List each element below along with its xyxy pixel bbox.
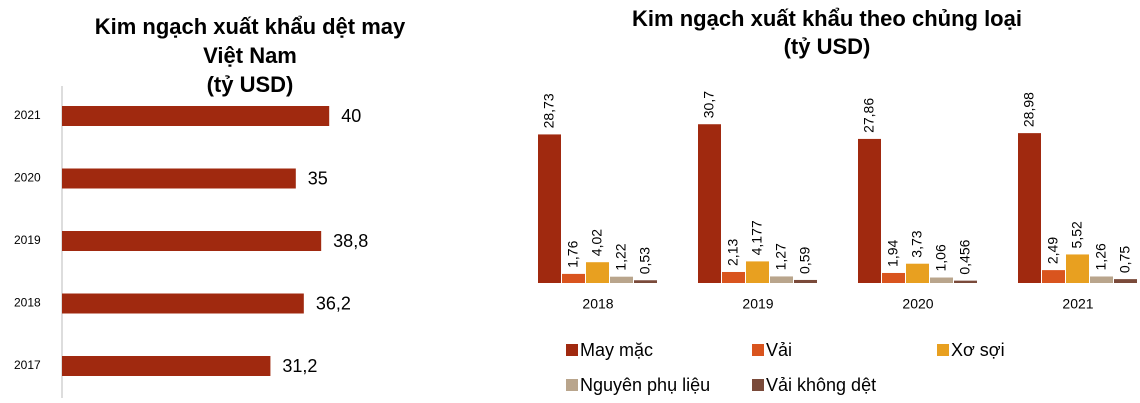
x-tick-label: 2021 [1062, 296, 1093, 312]
value-label: 28,73 [541, 93, 557, 128]
value-label: 0,75 [1117, 246, 1133, 273]
value-label: 36,2 [316, 293, 351, 313]
bar [62, 168, 296, 189]
legend-swatch [752, 344, 764, 356]
y-tick-label: 2021 [14, 108, 41, 122]
legend-label: Nguyên phụ liệu [580, 375, 710, 395]
legend-swatch [566, 344, 578, 356]
bar [882, 272, 905, 283]
value-label: 1,27 [773, 243, 789, 270]
value-label: 31,2 [282, 356, 317, 376]
bar [770, 276, 793, 283]
bar [538, 134, 561, 283]
x-tick-label: 2019 [742, 296, 773, 312]
value-label: 5,52 [1069, 221, 1085, 248]
x-tick-label: 2020 [902, 296, 933, 312]
legend-swatch [566, 379, 578, 391]
value-label: 27,86 [861, 98, 877, 133]
value-label: 1,06 [933, 244, 949, 271]
bar [954, 280, 977, 283]
value-label: 28,98 [1021, 92, 1037, 127]
chart-title: Việt Nam [203, 43, 297, 68]
legend-label: May mặc [580, 340, 653, 360]
y-tick-label: 2018 [14, 296, 41, 310]
y-tick-label: 2019 [14, 233, 41, 247]
y-tick-label: 2017 [14, 358, 41, 372]
legend-label: Vải không dệt [766, 375, 876, 395]
bar [1018, 133, 1041, 283]
value-label: 2,13 [725, 239, 741, 266]
bar [62, 106, 330, 126]
value-label: 1,94 [885, 240, 901, 267]
bar [586, 262, 609, 283]
bar [722, 271, 745, 283]
chart-title: Kim ngạch xuất khẩu theo chủng loại [632, 6, 1022, 31]
value-label: 1,26 [1093, 243, 1109, 270]
bar [930, 277, 953, 283]
bar [1090, 276, 1113, 283]
value-label: 40 [341, 106, 361, 126]
value-label: 30,7 [701, 91, 717, 118]
bar [610, 276, 633, 283]
value-label: 1,76 [565, 240, 581, 267]
bar [1114, 279, 1137, 283]
bar [62, 231, 322, 251]
value-label: 4,177 [749, 220, 765, 255]
bar [858, 138, 881, 283]
bar [1042, 270, 1065, 283]
value-label: 38,8 [333, 231, 368, 251]
bar [698, 124, 721, 283]
legend-label: Xơ sợi [951, 340, 1005, 360]
value-label: 4,02 [589, 229, 605, 256]
chart-title: (tỷ USD) [784, 34, 871, 59]
value-label: 0,53 [637, 247, 653, 274]
chart-title: (tỷ USD) [207, 72, 294, 97]
bar [1066, 254, 1089, 283]
bar [62, 356, 271, 376]
value-label: 3,73 [909, 230, 925, 257]
value-label: 1,22 [613, 243, 629, 270]
x-tick-label: 2018 [582, 296, 613, 312]
y-tick-label: 2020 [14, 171, 41, 185]
bar [794, 279, 817, 283]
value-label: 35 [308, 168, 328, 188]
chart-title: Kim ngạch xuất khẩu dệt may [95, 14, 406, 39]
legend-label: Vải [766, 340, 792, 360]
bar [562, 273, 585, 283]
value-label: 0,59 [797, 246, 813, 273]
legend-swatch [752, 379, 764, 391]
bar [634, 280, 657, 283]
bar [62, 293, 304, 314]
value-label: 2,49 [1045, 237, 1061, 264]
bar [746, 261, 769, 283]
bar [906, 263, 929, 283]
legend-swatch [937, 344, 949, 356]
value-label: 0,456 [957, 239, 973, 274]
